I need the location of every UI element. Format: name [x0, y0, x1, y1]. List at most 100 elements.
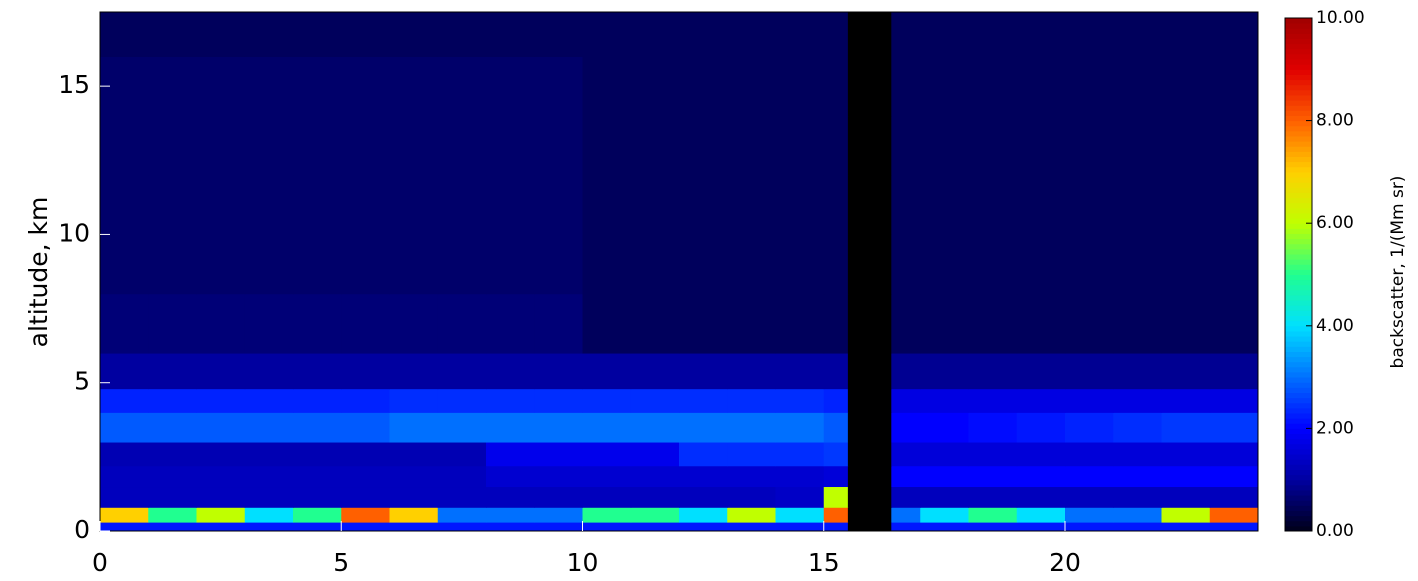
heatmap-cell	[582, 56, 632, 117]
heatmap-cell	[293, 56, 342, 117]
heatmap-cell	[847, 442, 892, 467]
colorbar-step	[1285, 33, 1312, 40]
heatmap-cell	[582, 293, 632, 354]
heatmap-cell	[486, 412, 535, 443]
heatmap-cell	[389, 234, 439, 295]
heatmap-cell	[341, 507, 390, 523]
heatmap-cell	[534, 507, 583, 523]
heatmap-cell	[341, 522, 390, 532]
heatmap-cell	[341, 56, 390, 117]
colorbar-step	[1285, 428, 1312, 435]
heatmap-cell	[196, 12, 246, 57]
colorbar-step	[1285, 443, 1312, 450]
colorbar-frame	[1284, 17, 1313, 532]
heatmap-cell	[1065, 56, 1114, 117]
heatmap-cell	[1113, 486, 1162, 508]
heatmap-cell	[437, 56, 487, 117]
heatmap-cell	[293, 12, 342, 57]
colorbar-step	[1285, 218, 1312, 224]
heatmap-cell	[968, 56, 1018, 117]
heatmap-cell	[1065, 412, 1114, 443]
colorbar-step	[1285, 402, 1312, 409]
heatmap-cell	[847, 115, 892, 176]
heatmap-cell	[1065, 388, 1114, 413]
colorbar-label: backscatter, 1/(Mm sr)	[1388, 176, 1408, 369]
colorbar-step	[1285, 64, 1312, 70]
heatmap-cell	[630, 56, 680, 117]
colorbar-tick-label: 0.00	[1316, 521, 1354, 541]
colorbar-step	[1285, 161, 1312, 168]
colorbar-step	[1285, 151, 1312, 158]
colorbar-step	[1285, 433, 1312, 440]
heatmap-cell	[1113, 293, 1162, 354]
heatmap-cell	[920, 12, 969, 57]
colorbar-step	[1285, 525, 1312, 532]
heatmap-cell	[389, 412, 439, 443]
colorbar-step	[1285, 387, 1312, 393]
heatmap-cell	[437, 234, 487, 295]
colorbar-step	[1285, 300, 1312, 306]
heatmap-cell	[100, 234, 149, 295]
x-tick-label: 15	[808, 548, 840, 577]
colorbar-step	[1285, 79, 1312, 86]
heatmap-cell	[341, 353, 390, 390]
heatmap-cell	[148, 507, 197, 523]
heatmap-cell	[968, 234, 1018, 295]
colorbar-step	[1285, 305, 1312, 311]
heatmap-cell	[341, 293, 390, 354]
heatmap-cell	[341, 175, 390, 235]
heatmap-cell	[486, 486, 535, 508]
heatmap-cell	[244, 175, 294, 235]
heatmap-cell	[100, 412, 149, 443]
heatmap-cell	[534, 115, 583, 176]
heatmap-cell	[823, 234, 849, 295]
colorbar-step	[1285, 94, 1312, 101]
heatmap-cell	[968, 388, 1018, 413]
heatmap-cell	[582, 412, 632, 443]
heatmap-cell	[244, 486, 294, 508]
heatmap-cell	[486, 115, 535, 176]
heatmap-cell	[389, 293, 439, 354]
heatmap-cell	[582, 12, 632, 57]
heatmap-cell	[727, 293, 776, 354]
heatmap-cell	[100, 175, 149, 235]
heatmap-cell	[244, 56, 294, 117]
heatmap-cell	[534, 412, 583, 443]
colorbar-tick-label: 8.00	[1316, 111, 1354, 131]
heatmap-cell	[534, 465, 583, 488]
heatmap-cell	[100, 507, 149, 523]
heatmap-cell	[1016, 12, 1066, 57]
heatmap-cell	[847, 412, 892, 443]
heatmap-cell	[100, 115, 149, 176]
heatmap-cell	[534, 388, 583, 413]
heatmap-cell	[582, 353, 632, 390]
heatmap-cell	[1161, 522, 1211, 532]
heatmap-cell	[1113, 522, 1162, 532]
heatmap-cell	[293, 442, 342, 467]
heatmap-cell	[293, 293, 342, 354]
colorbar-step	[1285, 284, 1312, 291]
heatmap-cell	[196, 234, 246, 295]
heatmap-cell	[1209, 442, 1259, 467]
colorbar-step	[1285, 243, 1312, 250]
heatmap-cell	[823, 507, 849, 523]
heatmap-cell	[293, 353, 342, 390]
heatmap-cell	[437, 507, 487, 523]
heatmap-cell	[727, 442, 776, 467]
heatmap-cell	[823, 442, 849, 467]
heatmap-cell	[891, 486, 921, 508]
colorbar-step	[1285, 59, 1312, 65]
heatmap-cell	[293, 234, 342, 295]
colorbar-tick-label: 10.00	[1316, 8, 1365, 28]
heatmap-cell	[679, 412, 728, 443]
heatmap-cell	[891, 412, 921, 443]
colorbar-step	[1285, 202, 1312, 209]
heatmap-cell	[1209, 234, 1259, 295]
heatmap-cell	[630, 442, 680, 467]
colorbar-step	[1285, 233, 1312, 240]
colorbar-step	[1285, 330, 1312, 337]
heatmap-cell	[968, 442, 1018, 467]
heatmap-cell	[148, 412, 197, 443]
heatmap-cell	[244, 412, 294, 443]
heatmap-cell	[534, 486, 583, 508]
